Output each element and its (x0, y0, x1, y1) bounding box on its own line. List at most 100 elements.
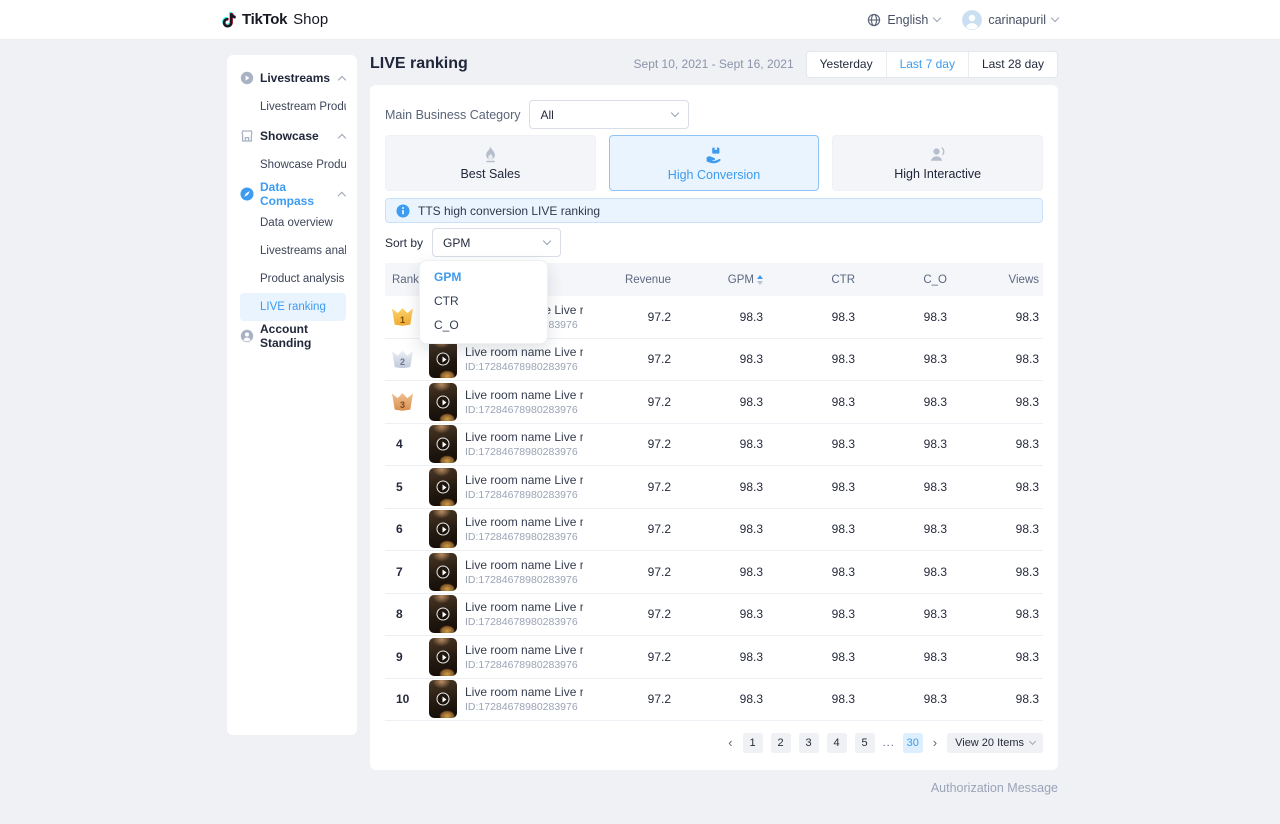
tab-label: High Conversion (667, 167, 761, 182)
sidebar-item-product-analysis[interactable]: Product analysis (260, 273, 345, 285)
language-label: English (887, 12, 929, 27)
table-row[interactable]: 6 Live room name Live room... ID:1728467… (385, 509, 1043, 551)
live-room-name: Live room name Live room... (465, 685, 583, 700)
column-views: Views (1008, 273, 1039, 286)
revenue-value: 97.2 (647, 522, 671, 537)
sidebar-item-data-overview[interactable]: Data overview (260, 217, 333, 229)
sidebar-group-account-standing[interactable]: Account Standing (227, 321, 357, 351)
gpm-value: 98.3 (739, 564, 763, 579)
ctr-value: 98.3 (831, 649, 855, 664)
page-button-4[interactable]: 4 (826, 732, 847, 753)
category-select[interactable]: All (529, 100, 690, 129)
range-yesterday-button[interactable]: Yesterday (806, 51, 886, 77)
live-room-name: Live room name Live room... (465, 387, 583, 402)
revenue-value: 97.2 (647, 649, 671, 664)
table-row[interactable]: 9 Live room name Live room... ID:1728467… (385, 636, 1043, 679)
table-row[interactable]: 5 Live room name Live room... ID:1728467… (385, 466, 1043, 509)
c-o-value: 98.3 (923, 309, 947, 324)
range-last-7-day-button[interactable]: Last 7 day (885, 51, 968, 77)
column-rank: Rank (392, 273, 419, 286)
sidebar-item-livestream-products[interactable]: Livestream Products (260, 101, 346, 113)
table-row[interactable]: 8 Live room name Live room... ID:1728467… (385, 594, 1043, 636)
sidebar-group-data-compass[interactable]: Data Compass (227, 179, 357, 209)
sort-option-gpm[interactable]: GPM (434, 270, 462, 284)
brand-logo[interactable]: TikTok Shop (220, 10, 328, 30)
table-row[interactable]: 3 Live room name Live room... ID:1728467… (385, 381, 1043, 424)
c-o-value: 98.3 (923, 522, 947, 537)
sort-option-ctr[interactable]: CTR (434, 294, 459, 308)
gpm-sort-header[interactable]: GPM (675, 274, 763, 286)
page-button-1[interactable]: 1 (742, 732, 763, 753)
views-value: 98.3 (1015, 607, 1039, 622)
play-icon (436, 522, 450, 536)
live-room-thumbnail (429, 467, 457, 506)
tab-best-sales[interactable]: Best Sales (385, 135, 596, 191)
next-page-button[interactable]: › (932, 734, 938, 750)
gpm-value: 98.3 (739, 309, 763, 324)
page-button-2[interactable]: 2 (770, 732, 791, 753)
live-room-id: ID:17284678980283976 (465, 403, 578, 416)
table-row[interactable]: 10 Live room name Live room... ID:172846… (385, 679, 1043, 721)
tab-high-interactive[interactable]: High Interactive (832, 135, 1044, 191)
range-last-28-day-button[interactable]: Last 28 day (967, 51, 1057, 77)
play-icon (436, 607, 450, 621)
live-room-thumbnail (429, 425, 457, 464)
views-value: 98.3 (1015, 309, 1039, 324)
views-value: 98.3 (1015, 479, 1039, 494)
ctr-value: 98.3 (831, 309, 855, 324)
sort-option-c-o[interactable]: C_O (434, 318, 459, 332)
sidebar: Livestreams Livestream Products Showcase… (227, 55, 357, 735)
live-room-name: Live room name Live room... (465, 515, 583, 530)
play-icon (436, 480, 450, 494)
sidebar-group-livestreams[interactable]: Livestreams (227, 63, 357, 93)
page-size-select[interactable]: View 20 Items (947, 732, 1043, 753)
live-room-name: Live room name Live room... (465, 345, 583, 360)
tab-high-conversion[interactable]: High Conversion (608, 135, 820, 191)
storefront-icon (240, 129, 254, 143)
ctr-value: 98.3 (831, 692, 855, 707)
rank-badge: 2 (392, 350, 413, 369)
page-title: LIVE ranking (370, 55, 468, 72)
page-button-5[interactable]: 5 (854, 732, 875, 753)
gpm-value: 98.3 (739, 522, 763, 537)
c-o-value: 98.3 (923, 479, 947, 494)
user-menu[interactable]: carinapuril (962, 9, 1060, 30)
play-icon (436, 395, 450, 409)
live-room-id: ID:17284678980283976 (465, 573, 578, 586)
page-button-3[interactable]: 3 (798, 732, 819, 753)
c-o-value: 98.3 (923, 394, 947, 409)
views-value: 98.3 (1015, 649, 1039, 664)
c-o-value: 98.3 (923, 607, 947, 622)
views-value: 98.3 (1015, 522, 1039, 537)
sidebar-item-showcase-products[interactable]: Showcase Products (260, 159, 346, 171)
revenue-value: 97.2 (647, 564, 671, 579)
revenue-value: 97.2 (647, 352, 671, 367)
table-body: 1 Live room name Live room... ID:1728467… (385, 296, 1043, 721)
sort-select[interactable]: GPM (432, 228, 562, 257)
rank-badge: 8 (396, 607, 403, 622)
column-ctr: CTR (831, 273, 855, 286)
sidebar-group-label: Livestreams (260, 71, 331, 85)
page-ellipsis: ... (882, 736, 895, 749)
play-circle-icon (240, 71, 254, 85)
sidebar-item-live-ranking[interactable]: LIVE ranking (240, 293, 346, 321)
c-o-value: 98.3 (923, 352, 947, 367)
table-row[interactable]: 2 Live room name Live room... ID:1728467… (385, 339, 1043, 381)
views-value: 98.3 (1015, 394, 1039, 409)
sort-dropdown-menu: GPM CTR C_O (419, 260, 548, 344)
category-label: Main Business Category (385, 107, 521, 122)
sidebar-group-showcase[interactable]: Showcase (227, 121, 357, 151)
language-selector[interactable]: English (867, 12, 942, 27)
chevron-down-icon (933, 13, 942, 23)
chevron-down-icon (1028, 737, 1037, 745)
table-row[interactable]: 7 Live room name Live room... ID:1728467… (385, 551, 1043, 594)
previous-page-button[interactable]: ‹ (728, 734, 733, 750)
table-row[interactable]: 4 Live room name Live room... ID:1728467… (385, 424, 1043, 466)
page-button-30[interactable]: 30 (902, 732, 923, 753)
authorization-message-link[interactable]: Authorization Message (930, 781, 1058, 795)
gpm-value: 98.3 (739, 352, 763, 367)
revenue-value: 97.2 (647, 479, 671, 494)
revenue-value: 97.2 (647, 607, 671, 622)
column-c-o: C_O (923, 273, 947, 286)
sidebar-item-livestreams-analysis[interactable]: Livestreams analysis (260, 245, 346, 257)
